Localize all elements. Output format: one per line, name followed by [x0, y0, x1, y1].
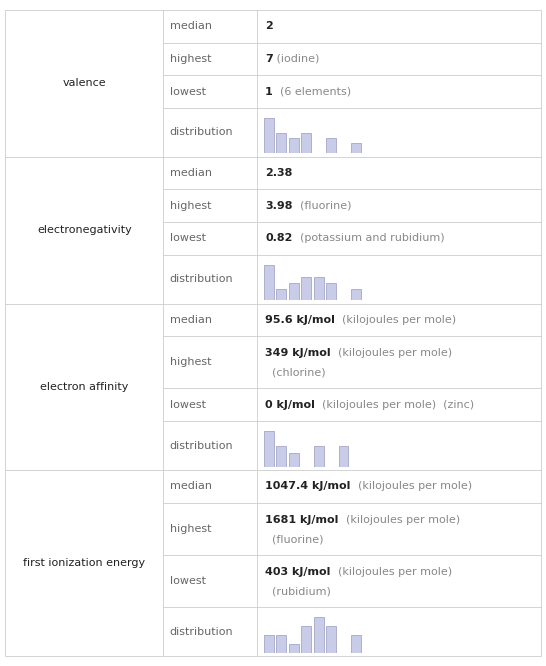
Bar: [289, 282, 299, 300]
Text: 0 kJ/mol: 0 kJ/mol: [265, 400, 315, 410]
Text: 1: 1: [265, 87, 273, 97]
Text: median: median: [170, 21, 212, 31]
Text: (kilojoules per mole): (kilojoules per mole): [331, 348, 452, 358]
Bar: [313, 277, 324, 300]
Bar: [276, 288, 286, 300]
Text: (kilojoules per mole): (kilojoules per mole): [351, 482, 472, 492]
Text: (kilojoules per mole): (kilojoules per mole): [335, 315, 456, 325]
Text: 1681 kJ/mol: 1681 kJ/mol: [265, 515, 339, 525]
Text: (6 elements): (6 elements): [273, 87, 351, 97]
Bar: [351, 635, 361, 653]
Text: highest: highest: [170, 358, 211, 368]
Bar: [276, 133, 286, 153]
Text: distribution: distribution: [170, 627, 234, 637]
Bar: [264, 265, 274, 300]
Bar: [264, 635, 274, 653]
Bar: [301, 626, 311, 653]
Text: 95.6 kJ/mol: 95.6 kJ/mol: [265, 315, 335, 325]
Text: electronegativity: electronegativity: [37, 225, 132, 235]
Text: lowest: lowest: [170, 576, 206, 586]
Bar: [351, 143, 361, 153]
Text: lowest: lowest: [170, 233, 206, 243]
Text: 2.38: 2.38: [265, 168, 293, 178]
Bar: [326, 139, 336, 153]
Text: highest: highest: [170, 200, 211, 210]
Text: 0.82: 0.82: [265, 233, 293, 243]
Text: median: median: [170, 315, 212, 325]
Bar: [339, 446, 348, 467]
Text: 349 kJ/mol: 349 kJ/mol: [265, 348, 331, 358]
Text: (iodine): (iodine): [273, 54, 319, 64]
Bar: [313, 617, 324, 653]
Text: (kilojoules per mole)  (zinc): (kilojoules per mole) (zinc): [315, 400, 474, 410]
Text: (potassium and rubidium): (potassium and rubidium): [293, 233, 444, 243]
Text: (kilojoules per mole): (kilojoules per mole): [339, 515, 460, 525]
Bar: [351, 288, 361, 300]
Text: highest: highest: [170, 523, 211, 533]
Text: 403 kJ/mol: 403 kJ/mol: [265, 567, 330, 577]
Text: highest: highest: [170, 54, 211, 64]
Text: first ionization energy: first ionization energy: [23, 558, 145, 568]
Bar: [289, 644, 299, 653]
Text: median: median: [170, 168, 212, 178]
Text: 2: 2: [265, 21, 273, 31]
Text: valence: valence: [63, 79, 106, 89]
Text: (chlorine): (chlorine): [265, 368, 326, 378]
Bar: [276, 635, 286, 653]
Text: 7: 7: [265, 54, 273, 64]
Bar: [313, 446, 324, 467]
Text: (fluorine): (fluorine): [265, 534, 324, 544]
Bar: [276, 446, 286, 467]
Text: 1047.4 kJ/mol: 1047.4 kJ/mol: [265, 482, 351, 492]
Bar: [264, 119, 274, 153]
Text: median: median: [170, 482, 212, 492]
Text: distribution: distribution: [170, 127, 234, 137]
Bar: [264, 432, 274, 467]
Bar: [301, 277, 311, 300]
Text: distribution: distribution: [170, 441, 234, 451]
Text: distribution: distribution: [170, 274, 234, 284]
Bar: [289, 453, 299, 467]
Text: 3.98: 3.98: [265, 200, 293, 210]
Bar: [326, 626, 336, 653]
Text: (rubidium): (rubidium): [265, 586, 331, 597]
Text: lowest: lowest: [170, 87, 206, 97]
Bar: [301, 133, 311, 153]
Text: electron affinity: electron affinity: [40, 382, 128, 392]
Bar: [289, 139, 299, 153]
Bar: [326, 282, 336, 300]
Text: lowest: lowest: [170, 400, 206, 410]
Text: (fluorine): (fluorine): [293, 200, 351, 210]
Text: (kilojoules per mole): (kilojoules per mole): [330, 567, 452, 577]
